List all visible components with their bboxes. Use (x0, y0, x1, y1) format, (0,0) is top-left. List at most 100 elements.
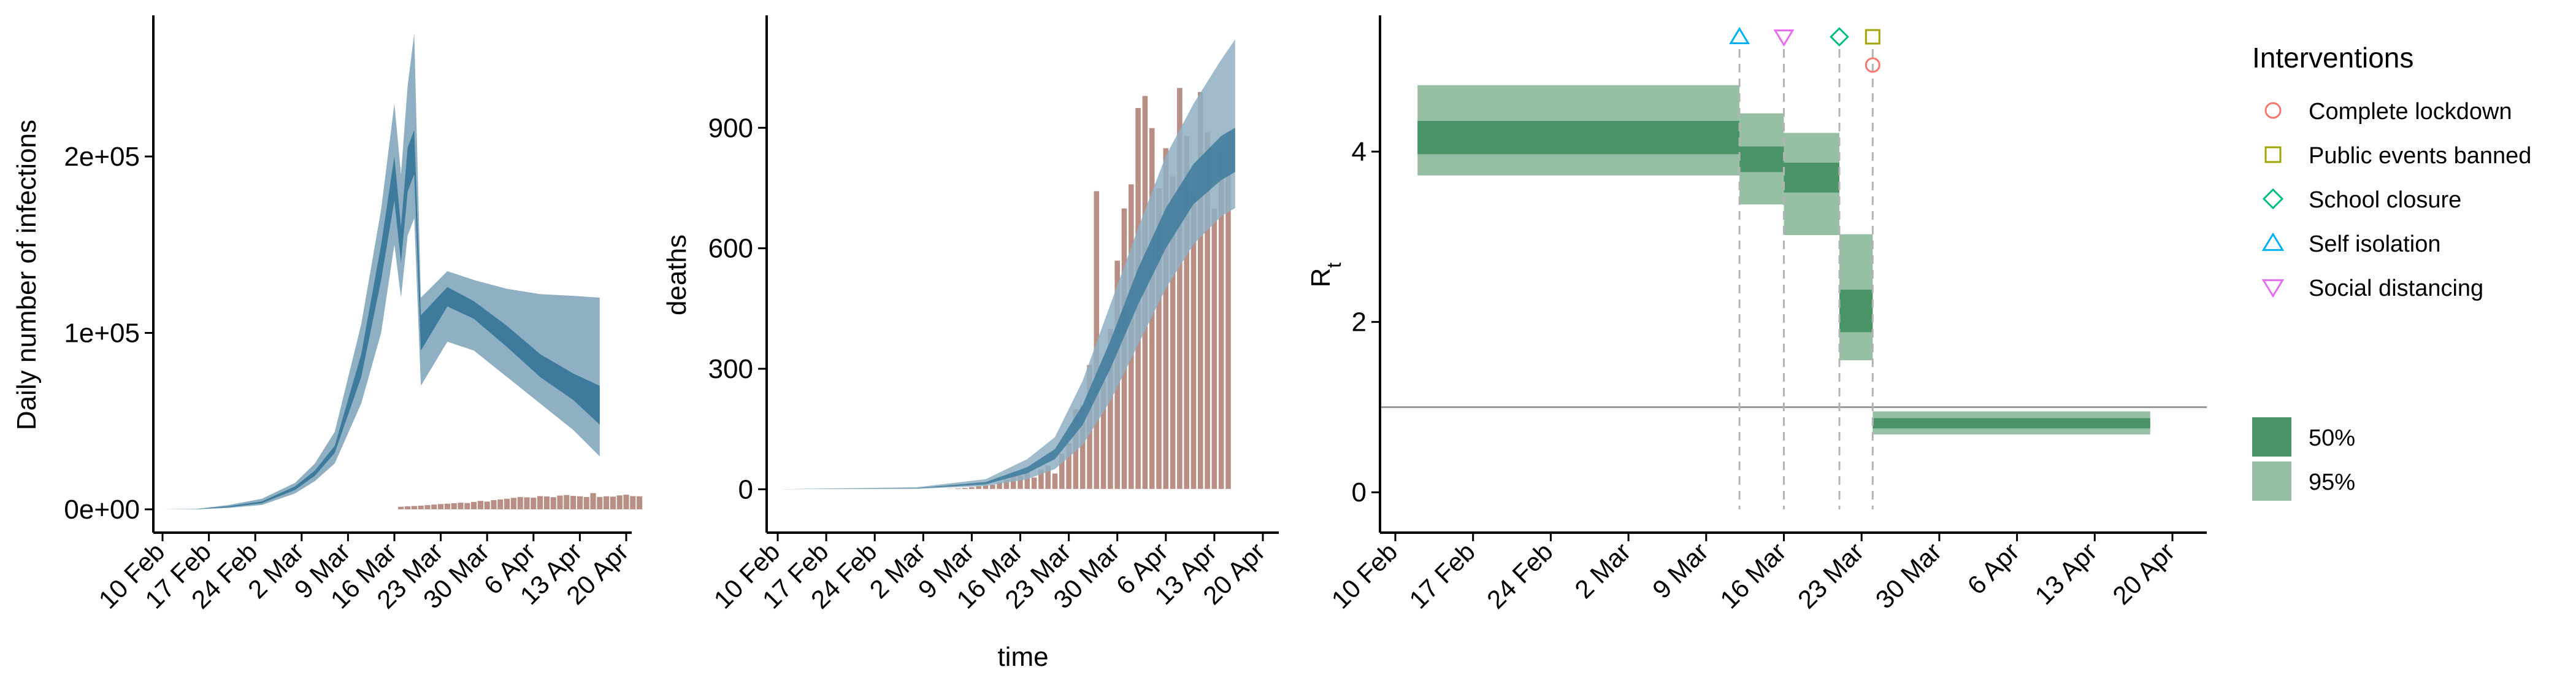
legend-label: Complete lockdown (2309, 99, 2512, 125)
infections-bar (564, 495, 570, 509)
infections-bar (583, 496, 589, 509)
infections-bar (497, 499, 504, 509)
deaths-bar (1211, 207, 1218, 490)
y-tick-label: 0 (738, 474, 753, 504)
infections-bar (504, 498, 510, 509)
infections-bar (623, 495, 629, 509)
infections-bar (616, 495, 623, 509)
infections-bar (524, 497, 530, 509)
x-tick-label: 23 Mar (1792, 537, 1869, 614)
infections-bar (630, 496, 636, 509)
deaths-bar (940, 488, 948, 490)
legend-label: Public events banned (2309, 143, 2531, 169)
x-tick-label: 17 Feb (1403, 537, 1481, 614)
deaths-bar (968, 486, 975, 490)
infections-bar (543, 496, 550, 509)
deaths-bar (1030, 477, 1038, 490)
legend-ci: 50% 95% (2252, 417, 2355, 501)
intervention-marker (1729, 26, 1750, 44)
rt-ci50-segment (1784, 163, 1839, 193)
infections-bar (471, 501, 477, 509)
y-tick-label: 4 (1352, 137, 1367, 167)
infections-bar (637, 496, 643, 509)
rt-ci50-segment (1417, 121, 1740, 155)
deaths-bar (1162, 147, 1170, 490)
legend-ci-swatch (2252, 417, 2291, 457)
infections-bar (424, 505, 431, 509)
intervention-marker (1865, 29, 1880, 45)
infections-bar (438, 504, 444, 509)
infections-bar (484, 501, 490, 509)
y-tick-label: 1e+05 (64, 318, 140, 349)
x-tick-label: 2 Mar (864, 537, 931, 604)
x-tick-label: 6 Apr (1961, 537, 2025, 600)
y-tick-label: 0e+00 (64, 495, 140, 525)
legend-label: Self isolation (2309, 231, 2440, 257)
legend-marker-triangle-down (2261, 279, 2285, 298)
deaths-bar (975, 485, 983, 490)
deaths-bar (948, 488, 954, 490)
legend-title: Interventions (2252, 42, 2413, 74)
infections-bar (431, 504, 437, 509)
deaths-bar (1176, 87, 1183, 490)
deaths-bar (961, 487, 968, 490)
infections-bar (604, 496, 610, 509)
legend-marker-triangle-up (2261, 232, 2285, 251)
x-tick-label: 20 Apr (2107, 537, 2180, 610)
infections-bar (451, 503, 457, 509)
rt-ci50-segment (1739, 146, 1784, 172)
infections-bar (577, 496, 583, 509)
legend-ci-label: 50% (2309, 425, 2355, 451)
infections-bar (557, 495, 563, 509)
deaths-x-axis-label: time (997, 642, 1048, 672)
intervention-marker (1865, 57, 1880, 73)
x-tick-label: 16 Mar (1714, 537, 1792, 614)
infections-bar (531, 498, 537, 509)
x-tick-label: 2 Mar (1569, 537, 1636, 604)
legend-label: School closure (2309, 187, 2461, 213)
infections-bar (597, 496, 603, 509)
y-tick-label: 0 (1352, 477, 1367, 507)
deaths-ci95-band (778, 39, 1235, 490)
rt-ci50-segment (1873, 418, 2150, 429)
legend-interventions: Complete lockdown Public events banned Sch… (2261, 99, 2531, 301)
legend-label: Social distancing (2309, 276, 2483, 301)
infections-bar (570, 496, 577, 509)
intervention-marker (1773, 29, 1795, 47)
infections-bar (517, 496, 523, 509)
legend-ci-swatch (2252, 461, 2291, 501)
infections-bar (491, 500, 497, 509)
rt-y-axis-label: Rt (1306, 263, 1345, 288)
infections-bar (398, 506, 404, 509)
x-tick-label: 30 Mar (1870, 537, 1947, 614)
infections-bar (590, 493, 596, 509)
rt-ticks: 10 Feb 17 Feb 24 Feb 2 Mar 9 Mar 16 Mar 23 Mar… (1326, 137, 2180, 614)
infections-plot-area (163, 33, 643, 509)
x-tick-label: 24 Feb (1481, 537, 1558, 614)
deaths-bar (1051, 473, 1059, 490)
infections-bar (411, 506, 417, 509)
legend-marker-circle (2264, 102, 2282, 119)
legend-marker-diamond (2262, 188, 2284, 210)
deaths-bar (954, 487, 962, 490)
intervention-marker (1830, 27, 1849, 47)
infections-bar (510, 498, 516, 509)
legend-ci-label: 95% (2309, 469, 2355, 495)
infections-y-axis-label: Daily number of infections (12, 120, 42, 430)
y-tick-label: 900 (708, 113, 753, 143)
y-tick-label: 2 (1352, 307, 1367, 338)
rt-plot-area (1380, 26, 2207, 509)
y-tick-label: 300 (708, 354, 753, 384)
rt-ci50-segment (1839, 289, 1873, 333)
y-tick-label: 600 (708, 234, 753, 264)
x-tick-label: 9 Mar (1647, 537, 1714, 604)
infections-bar (610, 496, 616, 509)
infections-bar (444, 503, 450, 509)
infections-bar (405, 506, 411, 509)
x-tick-label: 10 Feb (1326, 537, 1403, 614)
infections-bar (477, 501, 483, 509)
infections-bar (550, 497, 556, 509)
